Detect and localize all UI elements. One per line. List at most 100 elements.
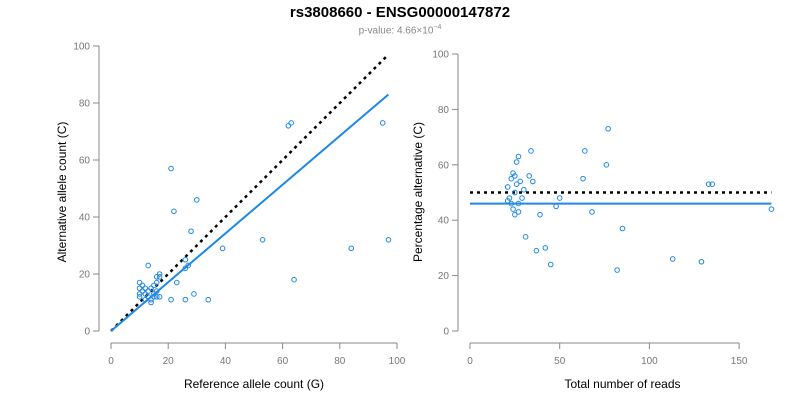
y-tick-label: 40 (79, 213, 91, 224)
data-point (603, 162, 610, 168)
data-point (136, 285, 143, 292)
chart-title: rs3808660 - ENSG00000147872 (289, 4, 511, 21)
data-point (285, 123, 292, 129)
data-point (515, 200, 522, 207)
data-point (512, 173, 518, 179)
data-point (148, 285, 154, 292)
data-point (136, 279, 143, 286)
data-point (547, 261, 554, 268)
y-tick-label: 40 (438, 216, 450, 227)
data-point (519, 195, 525, 201)
data-point (506, 195, 513, 201)
data-point (385, 237, 392, 243)
data-point (526, 173, 533, 179)
data-point (142, 296, 149, 303)
data-point (529, 178, 536, 185)
y-axis-label: Percentage alternative (C) (411, 122, 425, 262)
y-tick-label: 80 (79, 99, 91, 110)
data-point (348, 245, 355, 252)
data-point (171, 208, 177, 215)
data-point (151, 282, 157, 289)
data-point (194, 197, 200, 203)
data-point (151, 291, 157, 297)
data-point (515, 153, 522, 160)
data-point (156, 271, 163, 277)
data-point (513, 181, 520, 187)
data-point (145, 288, 151, 294)
panel-2: 0 20 40 60 80 100 0 50 100 150 Total number of rea… (411, 50, 775, 391)
y-tick-label: 0 (443, 327, 449, 338)
data-point (156, 274, 163, 280)
data-point (669, 256, 676, 262)
data-point (182, 256, 189, 263)
data-point (136, 291, 143, 297)
data-point (605, 125, 611, 132)
y-tick-label: 100 (432, 50, 449, 61)
data-point (508, 200, 515, 207)
data-point (182, 296, 189, 303)
y-tick-label: 60 (438, 160, 450, 171)
data-point (533, 247, 540, 254)
data-point (379, 120, 386, 126)
data-point (580, 175, 586, 182)
data-point (153, 294, 160, 300)
data-point (145, 262, 151, 269)
data-point (504, 184, 511, 190)
y-axis-label: Alternative allele count (C) (55, 122, 69, 263)
data-point (619, 225, 626, 232)
data-point (139, 288, 146, 294)
data-point (288, 120, 294, 126)
data-point (148, 299, 154, 306)
data-point (517, 178, 524, 185)
data-point (553, 203, 559, 210)
p-value-text: p-value: 4.66×10 (358, 25, 434, 37)
data-point (168, 296, 174, 303)
x-tick-label: 0 (108, 356, 114, 367)
data-point (136, 294, 143, 300)
data-point (142, 291, 149, 297)
data-point (168, 165, 174, 172)
data-point (512, 211, 518, 218)
data-point (139, 282, 146, 289)
p-value-exponent: −4 (433, 24, 442, 31)
x-axis-label: Reference allele count (G) (184, 377, 324, 391)
x-tick-label: 100 (389, 356, 406, 367)
data-point (528, 148, 534, 154)
data-point (156, 294, 163, 300)
data-point (291, 276, 297, 283)
y-tick-label: 100 (73, 42, 90, 53)
data-point (768, 206, 775, 212)
x-axis-label: Total number of reads (564, 377, 680, 391)
y-tick-label: 20 (438, 271, 450, 282)
data-point (556, 195, 563, 201)
data-point (513, 159, 520, 165)
y-tick-label: 80 (438, 105, 450, 116)
data-point (205, 296, 212, 303)
data-point (705, 181, 712, 187)
data-point (521, 186, 527, 193)
data-point (589, 209, 595, 215)
data-point (582, 148, 588, 154)
data-point (542, 245, 549, 251)
data-point (151, 294, 157, 300)
y-tick-label: 60 (79, 156, 91, 167)
data-point (709, 181, 716, 187)
y-tick-label: 20 (79, 270, 91, 281)
data-point (145, 294, 151, 300)
y-tick-label: 0 (84, 327, 90, 338)
data-point (173, 279, 180, 286)
x-tick-label: 0 (467, 356, 473, 367)
x-tick-label: 80 (334, 356, 346, 367)
x-tick-label: 150 (731, 356, 748, 367)
data-point (698, 258, 705, 265)
data-point (191, 291, 197, 297)
data-point (508, 175, 515, 182)
data-point (510, 206, 516, 212)
x-tick-label: 40 (220, 356, 232, 367)
data-point (614, 267, 620, 273)
data-point (537, 211, 543, 218)
x-tick-label: 20 (163, 356, 175, 367)
data-point (153, 279, 160, 286)
data-point (153, 274, 160, 280)
